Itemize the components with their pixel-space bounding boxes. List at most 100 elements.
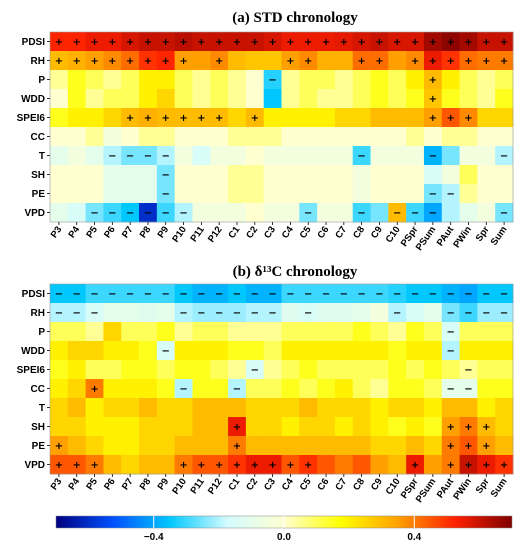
significance-mark: +	[429, 94, 437, 105]
heatmap-cell	[317, 32, 336, 52]
heatmap-cell	[317, 51, 336, 71]
heatmap-cell	[156, 108, 176, 128]
heatmap-cell	[50, 360, 69, 380]
significance-mark: +	[197, 37, 205, 48]
heatmap-cell	[370, 284, 389, 304]
heatmap-cell	[317, 303, 336, 323]
column-label: C8	[351, 224, 367, 240]
heatmap-cell	[334, 455, 354, 475]
heatmap-cell	[334, 436, 354, 456]
heatmap-cell	[352, 165, 371, 185]
significance-mark: −	[286, 289, 294, 300]
heatmap-cell	[67, 379, 87, 399]
heatmap-cell	[67, 360, 87, 380]
heatmap-cell	[281, 32, 300, 52]
row-label: T	[39, 403, 45, 414]
heatmap-cell	[299, 341, 318, 361]
heatmap-cell	[210, 51, 229, 71]
heatmap-cell	[352, 89, 371, 109]
heatmap-cell	[406, 146, 425, 166]
heatmap-cell	[121, 108, 140, 128]
heatmap-cell	[459, 322, 478, 342]
heatmap-cell	[459, 284, 478, 304]
heatmap-cell	[192, 341, 211, 361]
heatmap-cell	[495, 51, 514, 71]
heatmap-cell	[334, 284, 354, 304]
heatmap-cell	[495, 70, 514, 90]
heatmap-cell	[174, 322, 193, 342]
heatmap-cell	[299, 165, 318, 185]
significance-mark: −	[500, 308, 508, 319]
significance-mark: −	[446, 327, 454, 338]
heatmap-cell	[370, 70, 389, 90]
heatmap-cell	[228, 203, 247, 223]
heatmap-cell	[121, 32, 140, 52]
significance-mark: +	[90, 384, 98, 395]
heatmap-cell	[334, 108, 354, 128]
heatmap-cell	[85, 127, 104, 147]
heatmap-cell	[281, 284, 300, 304]
heatmap-cell	[245, 165, 265, 185]
colorbar-tick-label: −0.4	[144, 532, 164, 543]
heatmap-cell	[317, 127, 336, 147]
heatmap-cell	[210, 89, 229, 109]
row-label: P	[38, 75, 45, 86]
heatmap-cell	[121, 303, 140, 323]
heatmap-cell	[352, 51, 371, 71]
column-label: P12	[206, 476, 225, 496]
heatmap-cell	[281, 322, 300, 342]
significance-mark: +	[500, 37, 508, 48]
column-label: C2	[244, 476, 260, 492]
significance-mark: +	[126, 56, 134, 67]
heatmap-cell	[495, 184, 514, 204]
heatmap-cell	[263, 341, 282, 361]
heatmap-cell	[334, 322, 354, 342]
significance-mark: +	[429, 37, 437, 48]
heatmap-cell	[174, 360, 193, 380]
heatmap-cell	[139, 398, 158, 418]
heatmap-cell	[388, 455, 407, 475]
significance-mark: −	[90, 308, 98, 319]
significance-mark: −	[322, 289, 330, 300]
heatmap-cell	[281, 303, 300, 323]
heatmap-cell	[50, 184, 69, 204]
heatmap-cell	[441, 341, 460, 361]
heatmap-cell	[156, 284, 176, 304]
significance-mark: +	[357, 56, 365, 67]
heatmap-cell	[370, 436, 389, 456]
heatmap-cell	[210, 70, 229, 90]
column-label: C7	[333, 476, 349, 492]
heatmap-cell	[334, 127, 354, 147]
heatmap-cell	[85, 203, 104, 223]
heatmap-cell	[281, 127, 300, 147]
heatmap-cell	[370, 89, 389, 109]
heatmap-cell	[156, 70, 176, 90]
heatmap-cell	[317, 184, 336, 204]
significance-mark: −	[179, 289, 187, 300]
significance-mark: +	[162, 37, 170, 48]
significance-mark: +	[429, 75, 437, 86]
heatmap-cell	[85, 303, 104, 323]
column-label: C4	[280, 476, 296, 493]
heatmap-cell	[139, 303, 158, 323]
heatmap-cell	[352, 341, 371, 361]
heatmap-cell	[228, 127, 247, 147]
heatmap-cell	[388, 203, 407, 223]
heatmap-cell	[156, 32, 176, 52]
significance-mark: −	[429, 151, 437, 162]
colorbar-ticks: −0.4 0.0 0.4	[144, 516, 422, 543]
significance-mark: −	[233, 308, 241, 319]
significance-mark: −	[268, 308, 276, 319]
colorbar-tick-label: 0.4	[407, 532, 421, 543]
heatmap-cell	[441, 455, 460, 475]
heatmap-cell	[121, 379, 140, 399]
heatmap-cell	[299, 360, 318, 380]
significance-mark: +	[108, 56, 116, 67]
heatmap-cell	[388, 436, 407, 456]
column-label: C3	[262, 224, 278, 240]
significance-mark: −	[162, 346, 170, 357]
significance-mark: +	[446, 37, 454, 48]
significance-mark: +	[446, 460, 454, 471]
heatmap-cell	[423, 203, 443, 223]
column-label: P5	[84, 476, 100, 492]
